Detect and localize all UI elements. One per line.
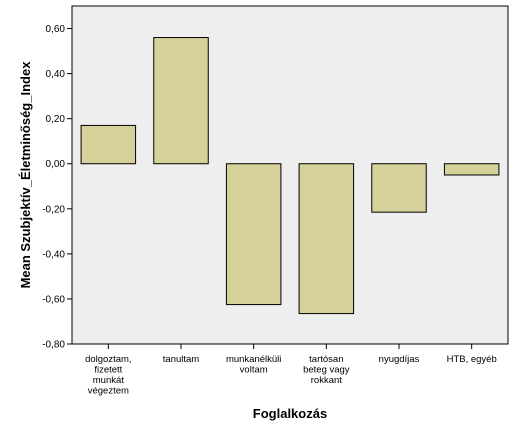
y-tick-label: 0,40 xyxy=(46,69,66,80)
x-tick-label: dolgoztam, fizetett munkát végeztem xyxy=(85,354,131,397)
y-tick-label: -0,20 xyxy=(42,204,65,215)
y-tick-label: -0,80 xyxy=(42,340,65,351)
x-tick-label-line: HTB, egyéb xyxy=(447,354,497,365)
y-tick-label: -0,40 xyxy=(42,249,65,260)
x-tick-label-line: rokkant xyxy=(311,375,343,386)
plot-area xyxy=(71,5,509,345)
bar xyxy=(153,37,209,165)
x-tick-label-line: beteg vagy xyxy=(303,365,350,376)
bar xyxy=(443,163,500,176)
x-tick-label-line: dolgoztam, xyxy=(85,354,131,365)
x-tick-label: tartósan beteg vagy rokkant xyxy=(303,354,350,386)
x-tick-label-line: végeztem xyxy=(88,386,129,397)
x-tick-label-line: munkát xyxy=(93,375,125,386)
y-axis-title: Mean Szubjektív_Életminőség_Index xyxy=(18,61,33,289)
x-tick-label-line: voltam xyxy=(240,365,268,376)
x-tick-label: nyugdíjas xyxy=(379,354,420,365)
bars-group xyxy=(80,37,500,315)
x-tick-label: munkanélküli voltam xyxy=(226,354,281,376)
y-tick-label: 0,60 xyxy=(46,24,66,35)
bar xyxy=(298,163,355,315)
x-tick-label-line: tanultam xyxy=(163,354,200,365)
y-tick-label: 0,20 xyxy=(46,114,66,125)
x-tick-label-line: nyugdíjas xyxy=(379,354,420,365)
x-axis-ticks: dolgoztam, fizetett munkát végeztem tanultam… xyxy=(85,344,497,397)
x-tick-label: HTB, egyéb xyxy=(447,354,497,365)
y-tick-label: -0,60 xyxy=(42,294,65,305)
bar xyxy=(371,163,427,213)
x-tick-label: tanultam xyxy=(163,354,200,365)
x-tick-label-line: fizetett xyxy=(94,365,122,376)
y-axis-ticks: -0,80 -0,60 -0,40 -0,20 0,00 0,20 0,40 0,60 xyxy=(42,24,72,351)
x-tick-label-line: tartósan xyxy=(309,354,343,365)
y-tick-label: 0,00 xyxy=(46,159,66,170)
bar xyxy=(80,124,137,165)
x-tick-label-line: munkanélküli xyxy=(226,354,281,365)
bar xyxy=(225,163,282,306)
x-axis-title: Foglalkozás xyxy=(253,406,327,421)
